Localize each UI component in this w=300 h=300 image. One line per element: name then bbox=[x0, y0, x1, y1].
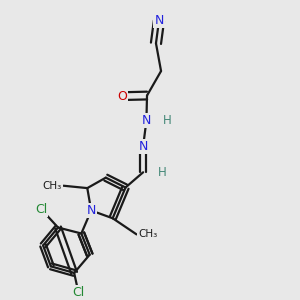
Text: N: N bbox=[142, 114, 151, 127]
Text: H: H bbox=[163, 114, 172, 127]
Text: N: N bbox=[86, 204, 96, 217]
Text: O: O bbox=[118, 90, 128, 103]
Text: CH₃: CH₃ bbox=[138, 230, 157, 239]
Text: CH₃: CH₃ bbox=[43, 181, 62, 191]
Text: Cl: Cl bbox=[35, 202, 47, 215]
Text: N: N bbox=[138, 140, 148, 153]
Text: N: N bbox=[154, 14, 164, 27]
Text: H: H bbox=[158, 166, 166, 179]
Text: Cl: Cl bbox=[72, 286, 85, 298]
